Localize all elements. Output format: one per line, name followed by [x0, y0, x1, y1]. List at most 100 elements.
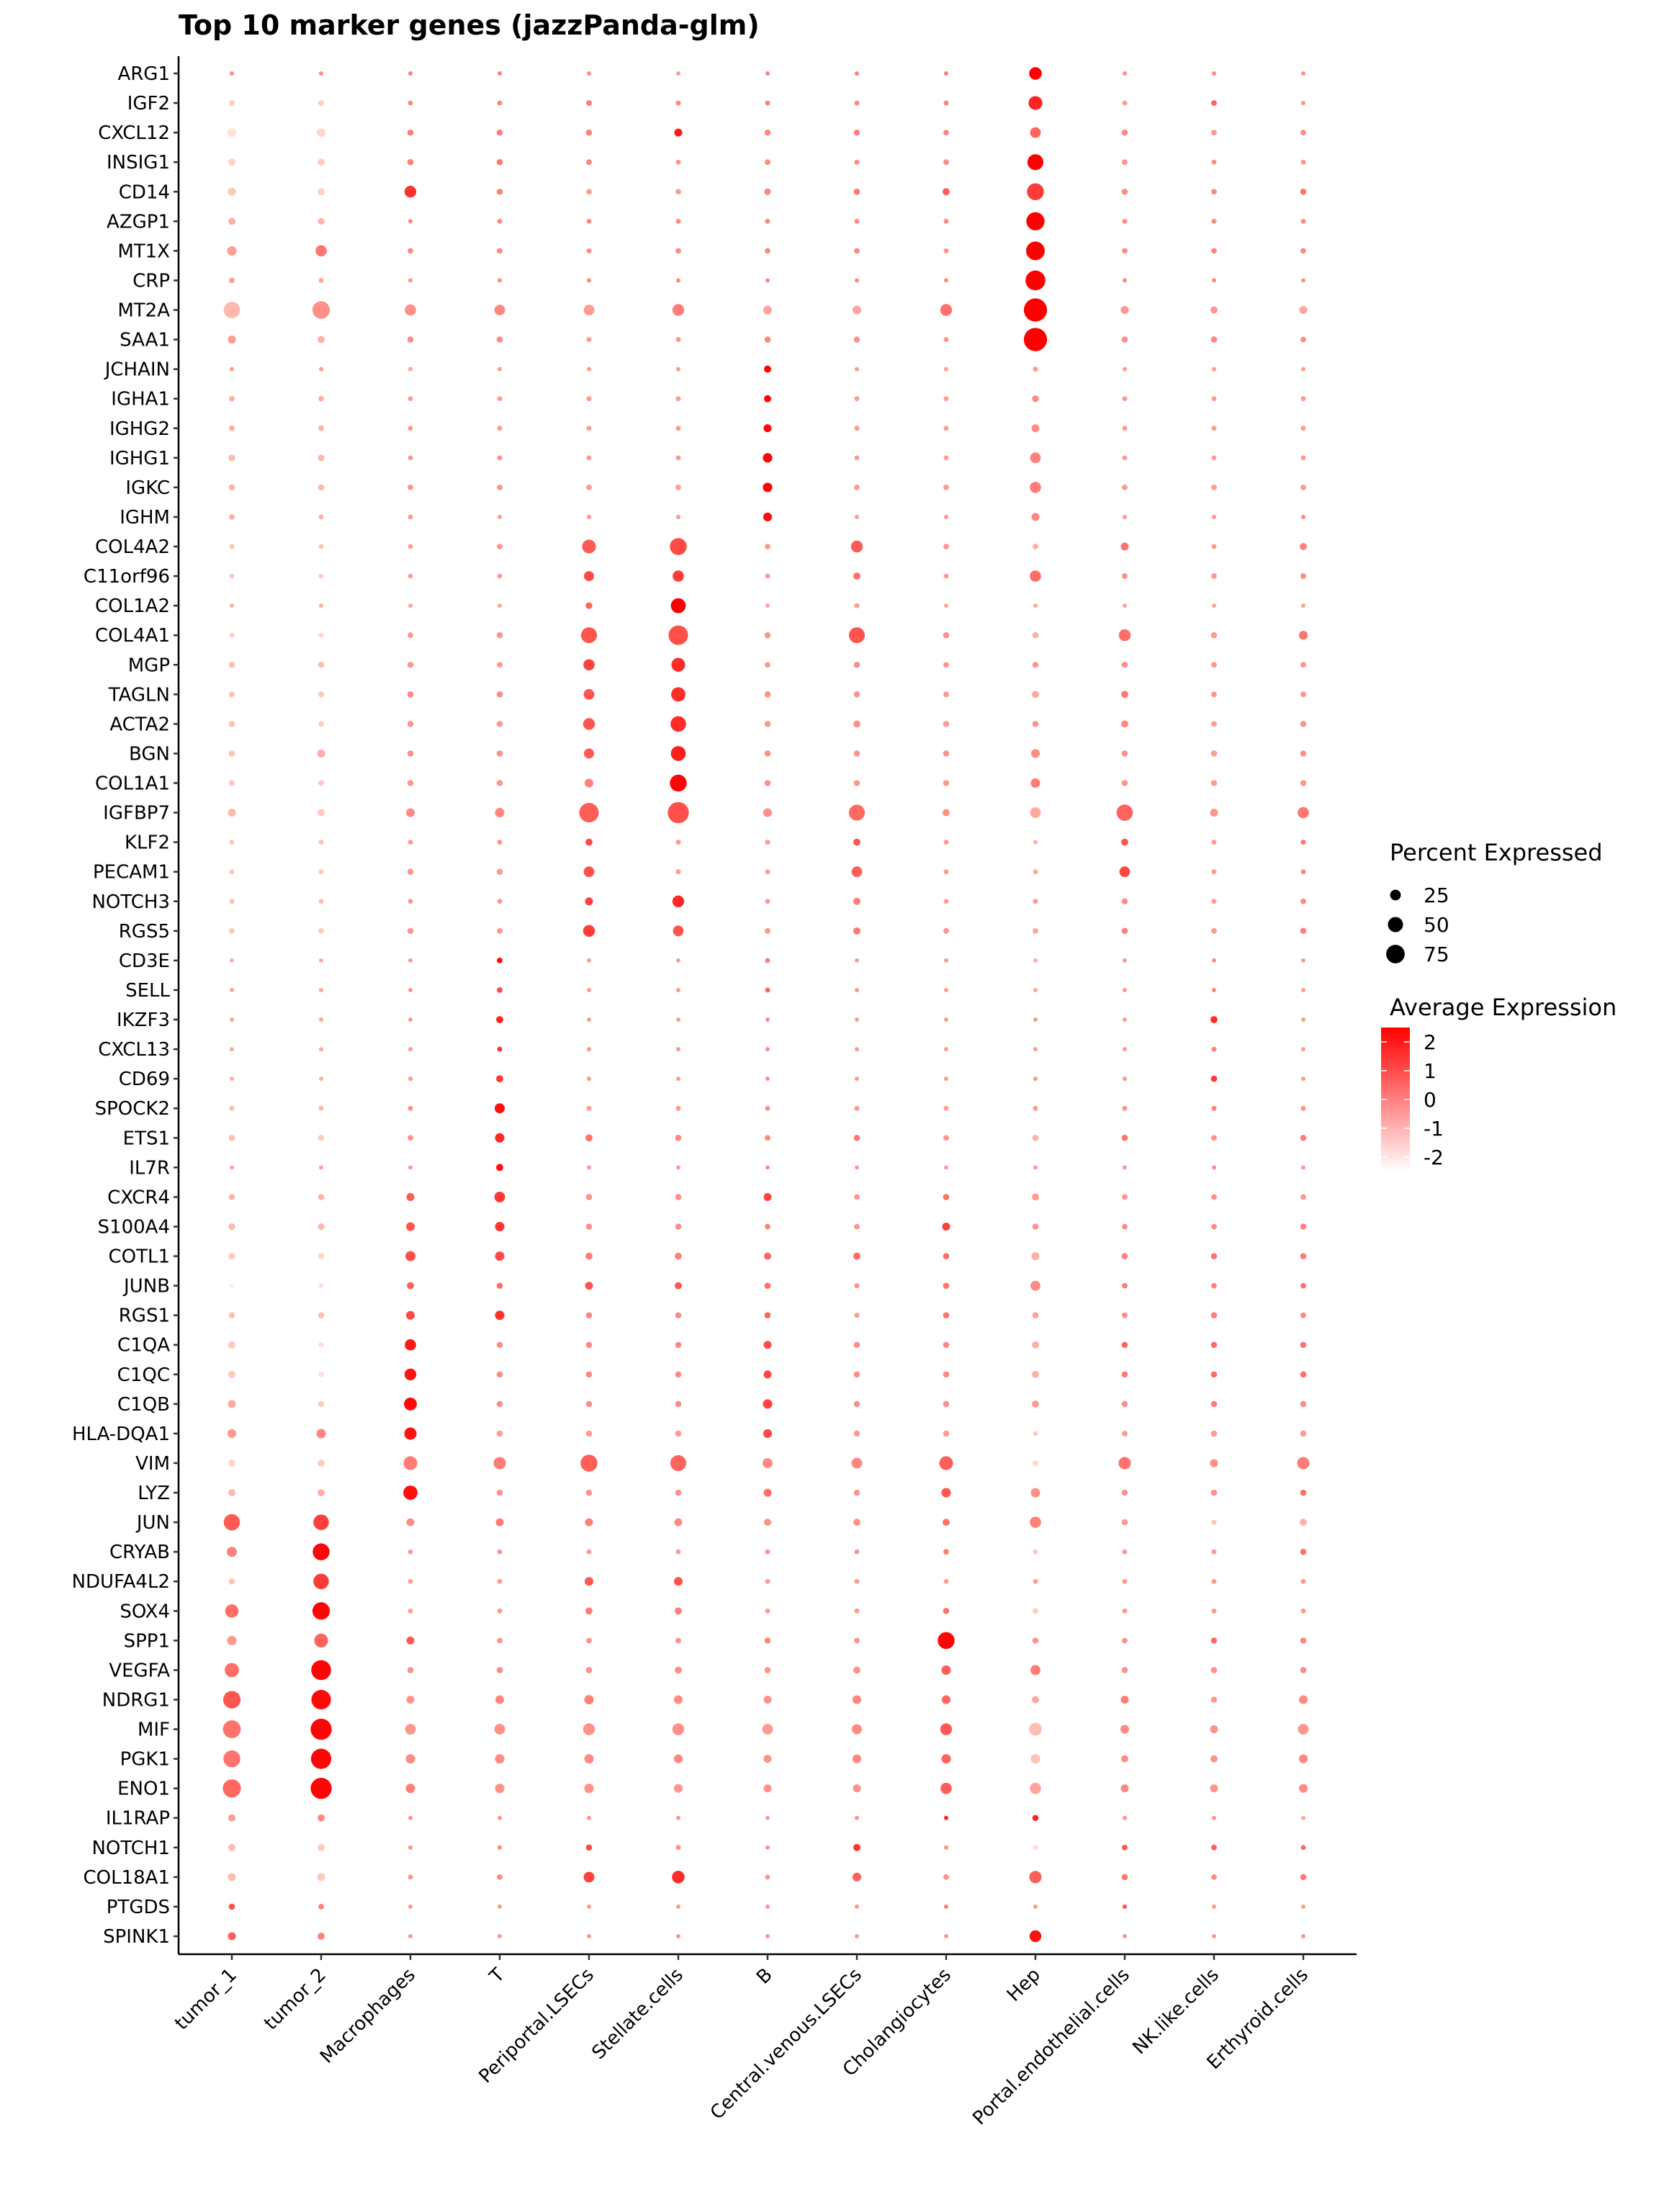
dot-ENO1-Erthyroid.cells — [1298, 1784, 1308, 1793]
dot-C1QC-Stellate.cells — [675, 1371, 682, 1378]
color-legend-title: Average Expression — [1390, 994, 1617, 1021]
dot-MIF-Cholangiocytes — [940, 1723, 953, 1735]
dot-SELL-Hep — [1033, 987, 1038, 992]
dot-SOX4-Stellate.cells — [675, 1607, 682, 1615]
dot-IGF2-Macrophages — [408, 100, 413, 106]
dot-MGP-Stellate.cells — [671, 657, 685, 672]
dot-MGP-Portal.endothelial.cells — [1121, 661, 1128, 668]
dot-COTL1-Central.venous.LSECs — [853, 1252, 860, 1260]
dot-SAA1-Cholangiocytes — [943, 337, 949, 343]
dot-IGFBP7-tumor_1 — [228, 809, 236, 817]
dot-CD14-Portal.endothelial.cells — [1121, 188, 1128, 195]
dot-COL1A2-Macrophages — [408, 603, 413, 608]
dot-COL1A1-B — [764, 780, 771, 786]
y-tick-label: LYZ — [138, 1483, 170, 1504]
dot-COL4A2-T — [497, 544, 503, 549]
dot-PGK1-Stellate.cells — [673, 1754, 683, 1763]
dot-PTGDS-tumor_1 — [228, 1903, 235, 1910]
dot-MIF-T — [494, 1724, 505, 1735]
dot-NOTCH1-Central.venous.LSECs — [853, 1843, 860, 1851]
dot-SPOCK2-NK.like.cells — [1211, 1105, 1217, 1111]
dot-CRP-Macrophages — [408, 278, 413, 283]
x-tick-label: tumor_1 — [171, 1964, 241, 2035]
dot-IKZF3-T — [496, 1016, 503, 1023]
dot-C1QA-Periportal.LSECs — [585, 1341, 593, 1349]
dot-INSIG1-tumor_2 — [318, 158, 325, 166]
dot-IL1RAP-T — [497, 1815, 503, 1820]
dot-IKZF3-Cholangiocytes — [943, 1017, 949, 1022]
dot-CRYAB-tumor_2 — [313, 1543, 330, 1560]
dot-NOTCH1-Hep — [1033, 1845, 1038, 1851]
y-tick-label: INSIG1 — [107, 152, 170, 174]
dot-CRYAB-Periportal.LSECs — [586, 1549, 592, 1555]
dot-PECAM1-Periportal.LSECs — [583, 866, 595, 878]
dot-CD3E-tumor_1 — [229, 958, 235, 963]
dot-IGHM-Periportal.LSECs — [586, 514, 592, 519]
dot-COL4A2-NK.like.cells — [1211, 544, 1217, 549]
dot-ENO1-Portal.endothelial.cells — [1120, 1784, 1129, 1793]
dot-C1QB-Cholangiocytes — [943, 1401, 950, 1408]
dot-ETS1-Central.venous.LSECs — [853, 1134, 860, 1141]
dot-IGFBP7-Central.venous.LSECs — [848, 804, 866, 821]
dot-NDRG1-T — [495, 1695, 505, 1704]
dot-ETS1-Stellate.cells — [675, 1134, 682, 1141]
dot-IGHG2-Stellate.cells — [675, 426, 681, 431]
dot-AZGP1-Stellate.cells — [675, 218, 681, 224]
dot-SPP1-Hep — [1032, 1637, 1039, 1644]
dot-PGK1-tumor_1 — [223, 1750, 240, 1768]
y-tick-label: RGS1 — [119, 1305, 170, 1327]
dot-COTL1-Cholangiocytes — [943, 1253, 950, 1259]
dot-SAA1-Macrophages — [407, 336, 414, 343]
dot-CRYAB-T — [497, 1549, 503, 1555]
dot-MT2A-Hep — [1023, 298, 1048, 322]
dot-SPINK1-tumor_1 — [228, 1932, 236, 1941]
size-legend-label: 50 — [1424, 913, 1449, 937]
dot-SPP1-tumor_2 — [314, 1633, 328, 1647]
dot-RGS1-tumor_2 — [318, 1312, 325, 1318]
dot-VIM-Portal.endothelial.cells — [1118, 1457, 1131, 1470]
dot-MGP-tumor_1 — [228, 661, 235, 668]
dot-NDUFA4L2-tumor_1 — [228, 1578, 235, 1585]
dot-IL1RAP-Hep — [1032, 1815, 1039, 1822]
dot-IGKC-Portal.endothelial.cells — [1122, 484, 1128, 490]
dot-IL7R-T — [496, 1164, 503, 1172]
dot-IGHG2-Periportal.LSECs — [586, 426, 592, 431]
dot-TAGLN-T — [496, 691, 503, 698]
dot-RGS1-Macrophages — [405, 1310, 415, 1320]
dot-SPINK1-Cholangiocytes — [943, 1933, 949, 1939]
dot-ENO1-NK.like.cells — [1210, 1784, 1218, 1793]
dot-IGFBP7-NK.like.cells — [1210, 809, 1218, 817]
dot-IGHM-Erthyroid.cells — [1300, 514, 1306, 519]
dot-IGHM-Portal.endothelial.cells — [1122, 514, 1128, 519]
dot-RGS5-Cholangiocytes — [943, 927, 949, 934]
dot-SAA1-T — [496, 336, 503, 343]
dot-COL4A2-Stellate.cells — [670, 538, 687, 555]
dot-SPOCK2-Hep — [1033, 1105, 1038, 1111]
dot-INSIG1-NK.like.cells — [1211, 159, 1217, 165]
dot-SAA1-tumor_2 — [318, 336, 325, 343]
dot-C1QB-B — [763, 1399, 773, 1409]
dot-CD69-tumor_2 — [318, 1076, 324, 1082]
dot-CRYAB-Stellate.cells — [675, 1549, 681, 1555]
dot-SPINK1-Erthyroid.cells — [1300, 1933, 1306, 1939]
dot-RGS5-tumor_1 — [229, 927, 235, 934]
dot-AZGP1-NK.like.cells — [1211, 218, 1217, 224]
dot-IL7R-NK.like.cells — [1211, 1165, 1217, 1170]
dot-MT2A-Cholangiocytes — [940, 304, 953, 316]
dot-COL1A2-Central.venous.LSECs — [854, 603, 860, 608]
dot-CD69-Periportal.LSECs — [586, 1076, 592, 1082]
dot-IGHG1-Erthyroid.cells — [1300, 455, 1306, 461]
dot-TAGLN-Central.venous.LSECs — [853, 691, 860, 698]
x-tick-label: NK.like.cells — [1129, 1964, 1223, 2059]
dot-C1QA-Erthyroid.cells — [1300, 1341, 1307, 1349]
dot-SPOCK2-Cholangiocytes — [943, 1105, 949, 1111]
dot-SAA1-B — [764, 336, 771, 343]
dot-CD14-Stellate.cells — [675, 189, 681, 195]
dot-SELL-Cholangiocytes — [943, 987, 949, 992]
size-legend-title: Percent Expressed — [1390, 839, 1603, 866]
dot-SPINK1-T — [497, 1933, 503, 1939]
y-tick-label: IGFBP7 — [103, 803, 170, 824]
dot-HLA-DQA1-Central.venous.LSECs — [853, 1430, 860, 1437]
dot-NDUFA4L2-NK.like.cells — [1211, 1578, 1217, 1584]
